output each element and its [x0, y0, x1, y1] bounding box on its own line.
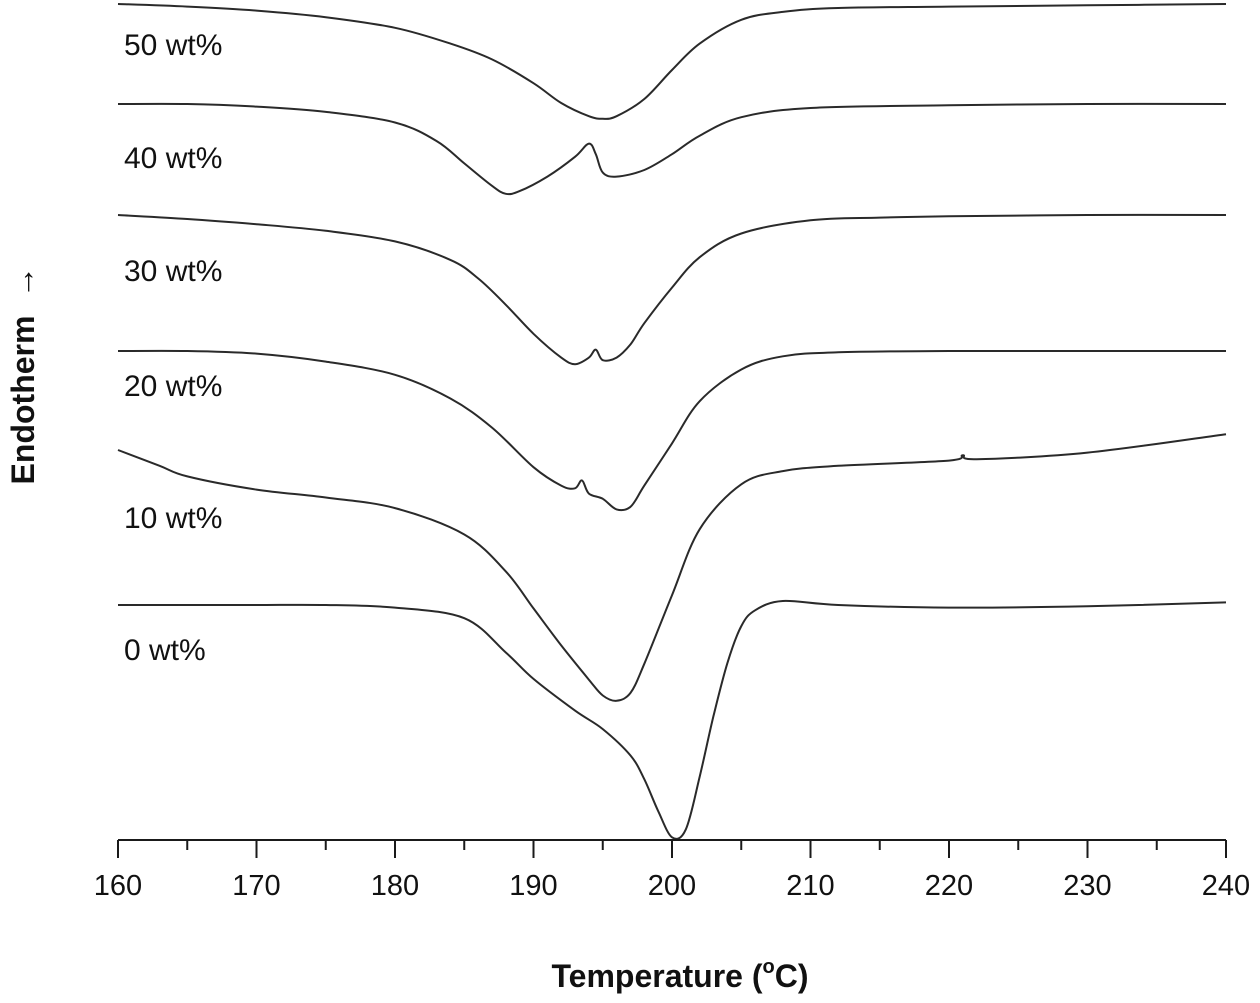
curves-group: [117, 3, 1227, 840]
x-tick-label: 170: [232, 870, 280, 902]
series-line-50-wt: [117, 3, 1227, 120]
x-tick-label: 200: [648, 870, 696, 902]
series-line-0-wt: [118, 599, 1227, 840]
x-axis-label: Temperature (oC): [552, 956, 809, 994]
x-axis-label-end: C): [775, 958, 809, 994]
x-axis-label-degree: o: [763, 956, 775, 978]
series-label: 30 wt%: [124, 255, 222, 288]
series-label: 0 wt%: [124, 634, 206, 667]
x-tick-label: 180: [371, 870, 419, 902]
x-tick-label: 240: [1202, 870, 1250, 902]
series-labels-group: 50 wt% 40 wt% 30 wt% 20 wt% 10 wt% 0 wt%: [124, 29, 222, 667]
y-axis-label: Endotherm: [5, 316, 41, 485]
x-tick-label: 160: [94, 870, 142, 902]
x-tick-label: 230: [1063, 870, 1111, 902]
series-line-10-wt: [117, 433, 1227, 702]
series-line-30-wt: [117, 213, 1227, 366]
x-ticks-group: 160 170 180 190 200 210 220 230 240: [94, 840, 1250, 902]
x-axis-label-main: Temperature (: [552, 958, 763, 994]
x-tick-label: 210: [786, 870, 834, 902]
series-label: 20 wt%: [124, 370, 222, 403]
y-axis-arrow: →: [5, 266, 41, 298]
series-label: 40 wt%: [124, 142, 222, 175]
series-line-40-wt: [117, 102, 1227, 196]
series-line-20-wt: [117, 349, 1226, 512]
y-axis-label-group: Endotherm →: [5, 266, 41, 484]
x-tick-label: 220: [925, 870, 973, 902]
x-tick-label: 190: [509, 870, 557, 902]
series-label: 10 wt%: [124, 502, 222, 535]
series-label: 50 wt%: [124, 29, 222, 62]
